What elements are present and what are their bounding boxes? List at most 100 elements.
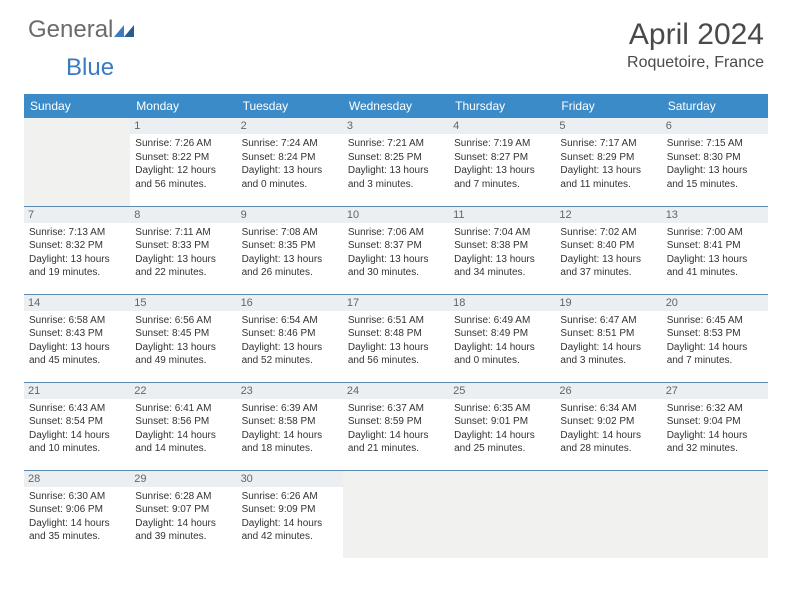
logo-text-blue: Blue	[66, 54, 114, 81]
calendar-cell: 30 Sunrise: 6:26 AMSunset: 9:09 PMDayligh…	[237, 470, 343, 558]
day-number: 8	[130, 207, 236, 223]
calendar-cell: 20 Sunrise: 6:45 AMSunset: 8:53 PMDayligh…	[662, 294, 768, 382]
logo: General Blue	[28, 18, 134, 80]
calendar-cell: 21Sunrise: 6:43 AMSunset: 8:54 PMDayligh…	[24, 382, 130, 470]
cell-content: Sunrise: 6:45 AMSunset: 8:53 PMDaylight:…	[667, 314, 763, 368]
calendar-week-row: 28Sunrise: 6:30 AMSunset: 9:06 PMDayligh…	[24, 470, 768, 558]
calendar-cell: 25 Sunrise: 6:35 AMSunset: 9:01 PMDayligh…	[449, 382, 555, 470]
calendar-week-row: 7 Sunrise: 7:13 AMSunset: 8:32 PMDaylight…	[24, 206, 768, 294]
cell-content: Sunrise: 6:43 AMSunset: 8:54 PMDaylight:…	[29, 402, 125, 456]
day-number: 14	[24, 295, 130, 311]
day-number: 26	[555, 383, 661, 399]
cell-content: Sunrise: 6:56 AMSunset: 8:45 PMDaylight:…	[135, 314, 231, 368]
calendar-cell: 12 Sunrise: 7:02 AMSunset: 8:40 PMDayligh…	[555, 206, 661, 294]
calendar-cell: 26 Sunrise: 6:34 AMSunset: 9:02 PMDayligh…	[555, 382, 661, 470]
cell-content: Sunrise: 6:41 AMSunset: 8:56 PMDaylight:…	[135, 402, 231, 456]
day-number: 16	[237, 295, 343, 311]
calendar-cell	[555, 470, 661, 558]
calendar-week-row: 21Sunrise: 6:43 AMSunset: 8:54 PMDayligh…	[24, 382, 768, 470]
day-header: Thursday	[449, 94, 555, 118]
cell-content: Sunrise: 7:15 AMSunset: 8:30 PMDaylight:…	[667, 137, 763, 191]
day-number: 23	[237, 383, 343, 399]
cell-content: Sunrise: 6:51 AMSunset: 8:48 PMDaylight:…	[348, 314, 444, 368]
cell-content: Sunrise: 6:32 AMSunset: 9:04 PMDaylight:…	[667, 402, 763, 456]
cell-content: Sunrise: 7:17 AMSunset: 8:29 PMDaylight:…	[560, 137, 656, 191]
cell-content: Sunrise: 7:19 AMSunset: 8:27 PMDaylight:…	[454, 137, 550, 191]
logo-icon	[114, 18, 134, 42]
day-number: 10	[343, 207, 449, 223]
cell-content: Sunrise: 7:06 AMSunset: 8:37 PMDaylight:…	[348, 226, 444, 280]
calendar-cell	[24, 118, 130, 206]
cell-content: Sunrise: 6:28 AMSunset: 9:07 PMDaylight:…	[135, 490, 231, 544]
calendar-cell: 8 Sunrise: 7:11 AMSunset: 8:33 PMDaylight…	[130, 206, 236, 294]
cell-content: Sunrise: 6:34 AMSunset: 9:02 PMDaylight:…	[560, 402, 656, 456]
calendar-cell	[449, 470, 555, 558]
calendar-cell: 22 Sunrise: 6:41 AMSunset: 8:56 PMDayligh…	[130, 382, 236, 470]
calendar-cell: 16Sunrise: 6:54 AMSunset: 8:46 PMDayligh…	[237, 294, 343, 382]
calendar-header-row: SundayMondayTuesdayWednesdayThursdayFrid…	[24, 94, 768, 118]
calendar-cell: 18Sunrise: 6:49 AMSunset: 8:49 PMDayligh…	[449, 294, 555, 382]
day-header: Friday	[555, 94, 661, 118]
day-number: 11	[449, 207, 555, 223]
cell-content: Sunrise: 7:24 AMSunset: 8:24 PMDaylight:…	[242, 137, 338, 191]
cell-content: Sunrise: 7:13 AMSunset: 8:32 PMDaylight:…	[29, 226, 125, 280]
calendar-cell: 11 Sunrise: 7:04 AMSunset: 8:38 PMDayligh…	[449, 206, 555, 294]
calendar-cell: 19Sunrise: 6:47 AMSunset: 8:51 PMDayligh…	[555, 294, 661, 382]
cell-content: Sunrise: 7:11 AMSunset: 8:33 PMDaylight:…	[135, 226, 231, 280]
day-number: 7	[24, 207, 130, 223]
day-number: 6	[662, 118, 768, 134]
cell-content: Sunrise: 6:26 AMSunset: 9:09 PMDaylight:…	[242, 490, 338, 544]
day-number: 29	[130, 471, 236, 487]
calendar-cell	[343, 470, 449, 558]
cell-content: Sunrise: 6:58 AMSunset: 8:43 PMDaylight:…	[29, 314, 125, 368]
day-number: 4	[449, 118, 555, 134]
day-header: Wednesday	[343, 94, 449, 118]
cell-content: Sunrise: 7:21 AMSunset: 8:25 PMDaylight:…	[348, 137, 444, 191]
calendar-cell: 28Sunrise: 6:30 AMSunset: 9:06 PMDayligh…	[24, 470, 130, 558]
day-header: Saturday	[662, 94, 768, 118]
calendar-cell: 10 Sunrise: 7:06 AMSunset: 8:37 PMDayligh…	[343, 206, 449, 294]
calendar-cell: 13Sunrise: 7:00 AMSunset: 8:41 PMDayligh…	[662, 206, 768, 294]
calendar-cell: 7 Sunrise: 7:13 AMSunset: 8:32 PMDaylight…	[24, 206, 130, 294]
day-number: 30	[237, 471, 343, 487]
calendar-cell: 17 Sunrise: 6:51 AMSunset: 8:48 PMDayligh…	[343, 294, 449, 382]
day-number: 12	[555, 207, 661, 223]
cell-content: Sunrise: 6:35 AMSunset: 9:01 PMDaylight:…	[454, 402, 550, 456]
cell-content: Sunrise: 7:04 AMSunset: 8:38 PMDaylight:…	[454, 226, 550, 280]
day-number: 24	[343, 383, 449, 399]
day-number: 25	[449, 383, 555, 399]
day-number: 2	[237, 118, 343, 134]
calendar-cell: 15 Sunrise: 6:56 AMSunset: 8:45 PMDayligh…	[130, 294, 236, 382]
day-number: 20	[662, 295, 768, 311]
calendar-week-row: 14 Sunrise: 6:58 AMSunset: 8:43 PMDayligh…	[24, 294, 768, 382]
logo-text-general: General	[28, 16, 113, 43]
day-number: 13	[662, 207, 768, 223]
day-header: Monday	[130, 94, 236, 118]
day-header: Tuesday	[237, 94, 343, 118]
cell-content: Sunrise: 7:02 AMSunset: 8:40 PMDaylight:…	[560, 226, 656, 280]
calendar-cell: 27 Sunrise: 6:32 AMSunset: 9:04 PMDayligh…	[662, 382, 768, 470]
day-number: 5	[555, 118, 661, 134]
day-number: 3	[343, 118, 449, 134]
day-number: 19	[555, 295, 661, 311]
calendar-cell: 23 Sunrise: 6:39 AMSunset: 8:58 PMDayligh…	[237, 382, 343, 470]
calendar-cell: 14 Sunrise: 6:58 AMSunset: 8:43 PMDayligh…	[24, 294, 130, 382]
day-number: 27	[662, 383, 768, 399]
calendar-cell: 4 Sunrise: 7:19 AMSunset: 8:27 PMDaylight…	[449, 118, 555, 206]
day-number: 9	[237, 207, 343, 223]
cell-content: Sunrise: 6:49 AMSunset: 8:49 PMDaylight:…	[454, 314, 550, 368]
title-block: April 2024 Roquetoire, France	[627, 18, 764, 72]
calendar-cell: 29 Sunrise: 6:28 AMSunset: 9:07 PMDayligh…	[130, 470, 236, 558]
day-number: 17	[343, 295, 449, 311]
calendar-cell	[662, 470, 768, 558]
calendar-cell: 3 Sunrise: 7:21 AMSunset: 8:25 PMDaylight…	[343, 118, 449, 206]
page-subtitle: Roquetoire, France	[627, 54, 764, 72]
cell-content: Sunrise: 6:39 AMSunset: 8:58 PMDaylight:…	[242, 402, 338, 456]
day-header: Sunday	[24, 94, 130, 118]
calendar-cell: 6 Sunrise: 7:15 AMSunset: 8:30 PMDaylight…	[662, 118, 768, 206]
day-number: 22	[130, 383, 236, 399]
cell-content: Sunrise: 7:26 AMSunset: 8:22 PMDaylight:…	[135, 137, 231, 191]
day-number: 15	[130, 295, 236, 311]
calendar-cell: 9Sunrise: 7:08 AMSunset: 8:35 PMDaylight…	[237, 206, 343, 294]
day-number: 28	[24, 471, 130, 487]
